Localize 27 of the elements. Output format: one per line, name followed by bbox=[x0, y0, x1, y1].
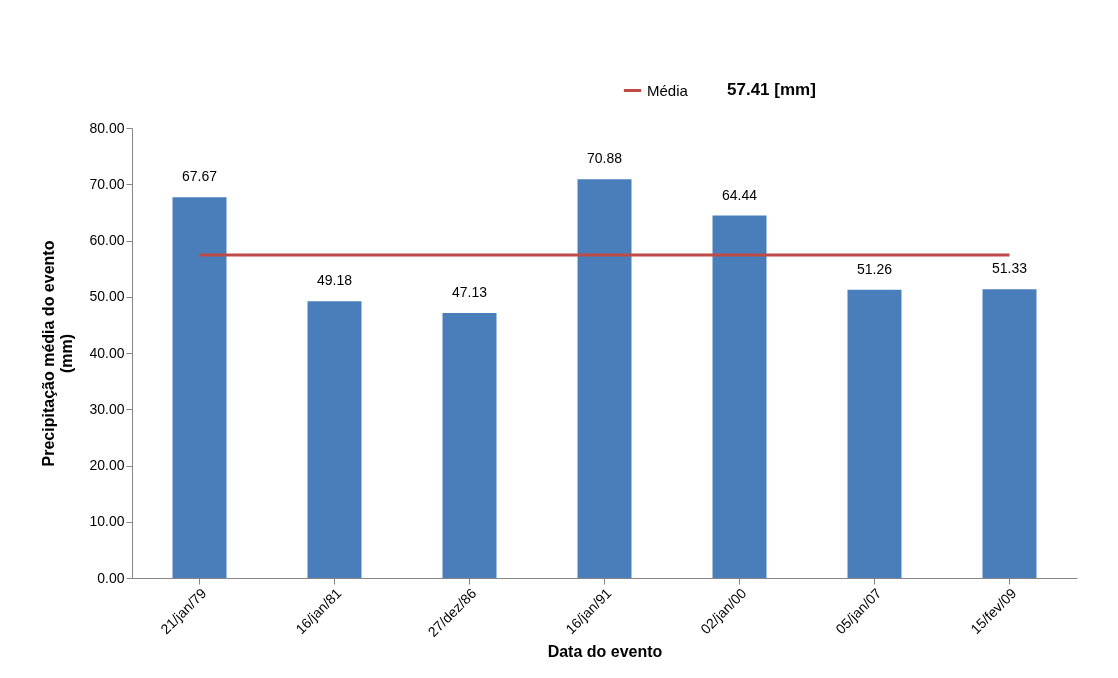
bar bbox=[172, 197, 227, 578]
bar bbox=[847, 289, 902, 578]
data-label: 47.13 bbox=[451, 283, 488, 300]
data-label: 51.26 bbox=[856, 260, 893, 277]
bar bbox=[442, 312, 497, 578]
y-tick-label: 30.00 bbox=[89, 400, 125, 417]
bar bbox=[577, 179, 632, 578]
data-label: 64.44 bbox=[721, 186, 758, 203]
y-tick-label: 80.00 bbox=[89, 119, 125, 136]
bar bbox=[982, 289, 1037, 578]
data-label: 51.33 bbox=[991, 260, 1028, 277]
text: 57.41 [mm] bbox=[727, 80, 816, 99]
data-label: 49.18 bbox=[316, 272, 353, 289]
legend-label: Média bbox=[647, 81, 689, 99]
y-tick-label: 50.00 bbox=[89, 288, 125, 305]
y-tick-label: 70.00 bbox=[89, 175, 125, 192]
data-label: 70.88 bbox=[586, 150, 623, 167]
y-tick-label: 0.00 bbox=[97, 569, 125, 586]
x-axis-title: Data do evento bbox=[547, 642, 663, 660]
y-tick-label: 60.00 bbox=[89, 232, 125, 248]
bar bbox=[712, 215, 767, 578]
data-label: 67.67 bbox=[181, 168, 218, 185]
y-tick-label: 10.00 bbox=[89, 513, 125, 530]
y-tick-label: 20.00 bbox=[89, 457, 125, 473]
y-axis-title: Precipitação média do evento (mm) bbox=[40, 240, 76, 467]
bar bbox=[307, 301, 362, 578]
y-tick-label: 40.00 bbox=[89, 344, 125, 361]
